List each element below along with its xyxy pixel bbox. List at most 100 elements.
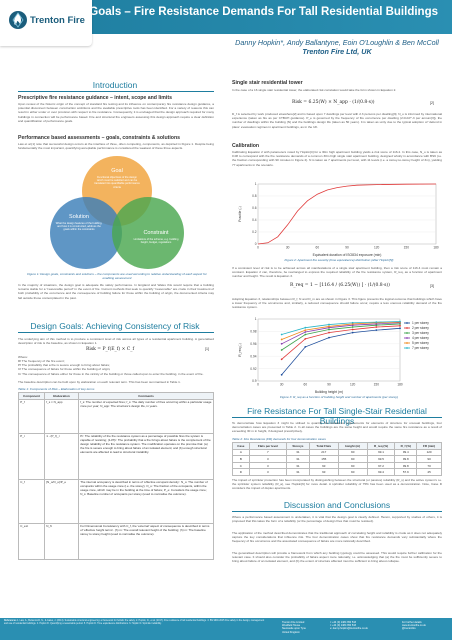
table-row: C 3 31 93 90 97.2 99.8 70 (232, 461, 442, 470)
fire-res-p2: The impact of sprinkler protection has b… (232, 478, 442, 491)
data-point (328, 326, 330, 329)
footer-contact: t: +44 (0) 1484 350 543 t: +44 (0) 1484 … (330, 621, 368, 631)
logo-text: Trenton Fire (30, 15, 85, 26)
equation-2-number: [2] (430, 101, 434, 105)
discussion-p1: Where a performance based assessment is … (232, 515, 442, 524)
legend-marker (406, 342, 408, 344)
data-point (304, 333, 307, 336)
table1-header: Comments (78, 392, 214, 400)
table-cell: Pr: The reliability of the fire resistan… (78, 432, 214, 480)
series-line (281, 321, 401, 340)
table-cell: B (232, 455, 250, 463)
y-tick-label: 0.8 (252, 194, 257, 198)
footer-website-link[interactable]: www.trentonfire.co.uk (402, 624, 426, 628)
table-cell: [N_o/O_u]/P_e (44, 478, 79, 524)
where-label: Where: (18, 355, 28, 359)
x-tick-label: 30 (286, 246, 290, 250)
y-axis-label: R_req (-) (238, 343, 242, 357)
plot-area (257, 183, 437, 245)
table-row: A 7 31 217 90 99.1 99.4 120 (232, 448, 442, 457)
intro-p1: Upon review of the historic origin of th… (18, 102, 214, 123)
table-cell: 31 (285, 455, 310, 463)
footer-address-line: Newcastle upon Tyne (282, 627, 306, 631)
x-tick-label: 120 (350, 383, 356, 387)
table-cell: P_f (18, 398, 45, 434)
definition-item: Cf The consequence of failure for those … (18, 367, 111, 372)
discussion-heading: Discussion and Conclusions (283, 500, 391, 510)
table-cell: C_ext (18, 522, 45, 560)
table-cell: 90 (416, 455, 442, 463)
data-point (304, 331, 307, 333)
table-cell: 99.5 (366, 455, 396, 463)
table-cell: f_s × N_app (44, 398, 79, 434)
table-cell: N_ft (44, 522, 79, 560)
footer-address-line: Westfield House (282, 624, 301, 628)
table1: Component Elaboration Comments P_f f_s ×… (18, 392, 214, 560)
data-point (399, 324, 401, 327)
table-cell: 99.8 (394, 461, 418, 470)
legend-entry: 3 per storey (412, 331, 429, 335)
table2-header: Storeys (285, 442, 310, 450)
x-tick-label: 90 (345, 246, 349, 250)
table-cell: f_s: The number of expected fires; f_s: … (78, 398, 214, 434)
table1-header: Elaboration (44, 392, 79, 400)
consistency-heading: Design Goals: Achieving Consistency of R… (30, 321, 200, 331)
footer-social-link[interactable]: @trentonfire (402, 627, 416, 631)
table1-header: Component (18, 392, 45, 400)
table2-caption: Table 2: Fire Resistance (FR) demands fo… (232, 437, 326, 441)
table-cell: 93 (308, 461, 339, 470)
table-cell: 3 (248, 461, 287, 470)
y-tick-label: 0.2 (252, 230, 257, 234)
table-row: C_ext N_ft For Dimensional Consistency w… (18, 522, 214, 560)
data-point (375, 324, 378, 327)
data-point (399, 323, 401, 325)
author-names: Danny Hopkin*, Andy Ballantyne, Eoin O'L… (235, 38, 439, 47)
y-tick-label: 1 (255, 317, 257, 321)
equation-2: Risk = 6.25(W) × N_app · (1/(0.8·s)) (292, 100, 375, 105)
intro-rule (18, 91, 214, 92)
single-stair-p2: D_f is selected by work produced elsewhe… (232, 112, 442, 129)
data-point (328, 323, 330, 326)
table-row: P_r 1 - (P_f)_r Pr: The reliability of t… (18, 432, 214, 480)
table-cell: 57.9 (394, 468, 418, 476)
definitions-list: Rf The frequency of the fire event; Pf T… (18, 359, 214, 376)
calibration-heading: Calibration (232, 143, 260, 149)
x-tick-label: 120 (374, 246, 380, 250)
table2-header: R_req (%) (366, 442, 396, 450)
table-cell: 3 (248, 455, 287, 463)
data-point (351, 324, 354, 327)
footer-email-link[interactable]: e: danny.hopkin@trentonfire.co.uk (330, 627, 368, 631)
series-line (281, 323, 401, 351)
x-tick-label: 30 (280, 383, 284, 387)
table-cell: P_r (18, 432, 45, 480)
table-cell: C_f (18, 478, 45, 524)
definition-item: Cr The consequence of failure either for… (18, 371, 204, 376)
table2-header: R_f (%) (394, 442, 418, 450)
intro-p3: In the majority of situations, the desig… (18, 283, 214, 300)
table-row: D 3 31 93 90 99.4 57.9 45 (232, 468, 442, 476)
table2-header: Total Flats (308, 442, 339, 450)
table-cell: 90 (337, 448, 368, 457)
y-tick-label: 0.4 (252, 218, 257, 222)
table-cell: 99.4 (366, 468, 396, 476)
fig2-caption: Figure 2: Apartment fire severity (time … (284, 258, 394, 262)
series-line (257, 183, 437, 245)
y-tick-label: 0.6 (252, 206, 257, 210)
legend-entry: 7 per storey (412, 346, 429, 350)
consistency-rule (18, 332, 214, 333)
x-tick-label: 60 (304, 383, 308, 387)
data-point (328, 325, 330, 328)
intro-p2: Law et al.[1] note that successful desig… (18, 142, 214, 151)
footer-web: For further details www.trentonfire.co.u… (402, 621, 426, 631)
x-axis-label: Equivalent duration of ISO834 exposure (… (313, 253, 382, 257)
legend-marker (406, 337, 408, 339)
data-point (351, 331, 354, 334)
data-point (304, 329, 307, 332)
venn-constraint-label: Constraint (143, 230, 169, 236)
table-cell: 90 (337, 461, 368, 470)
x-tick-label: 150 (404, 246, 410, 250)
venn-constraint-desc: Limitations of the scheme, e.g. building… (133, 238, 179, 245)
single-stair-p4: If a consistent level of risk is to be a… (232, 266, 442, 279)
data-point (304, 326, 307, 329)
definition-item: Pf The probability that a fire is severe… (18, 363, 111, 368)
